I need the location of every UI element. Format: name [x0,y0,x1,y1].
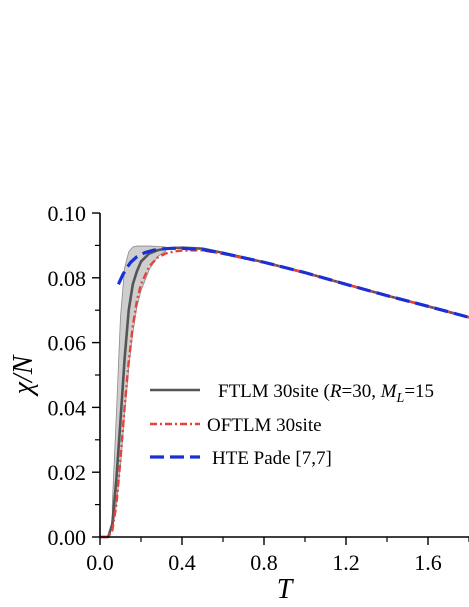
legend-label-oftlm: OFTLM 30site [207,415,322,436]
x-tick-label: 1.2 [332,550,360,575]
y-tick-label: 0.04 [48,395,87,420]
legend-label-ftlm: FTLM 30site (R=30, ML=15 [218,381,434,406]
legend: FTLM 30site (R=30, ML=15 OFTLM 30site HT… [150,381,434,469]
x-tick-label: 0.0 [86,550,114,575]
series-hte-line [116,246,469,319]
y-tick-label: 0.08 [48,266,87,291]
y-axis-label: χ/N [8,354,39,397]
y-tick-label: 0.00 [48,525,87,550]
x-tick-label: 0.8 [250,550,278,575]
x-tick-label: 0.4 [168,550,196,575]
x-axis-label: T [277,574,295,605]
y-tick-label: 0.02 [48,460,87,485]
legend-label-hte: HTE Pade [7,7] [212,448,332,469]
x-tick-label: 1.6 [414,550,442,575]
y-tick-label: 0.06 [48,331,87,356]
y-tick-label: 0.10 [48,201,87,226]
